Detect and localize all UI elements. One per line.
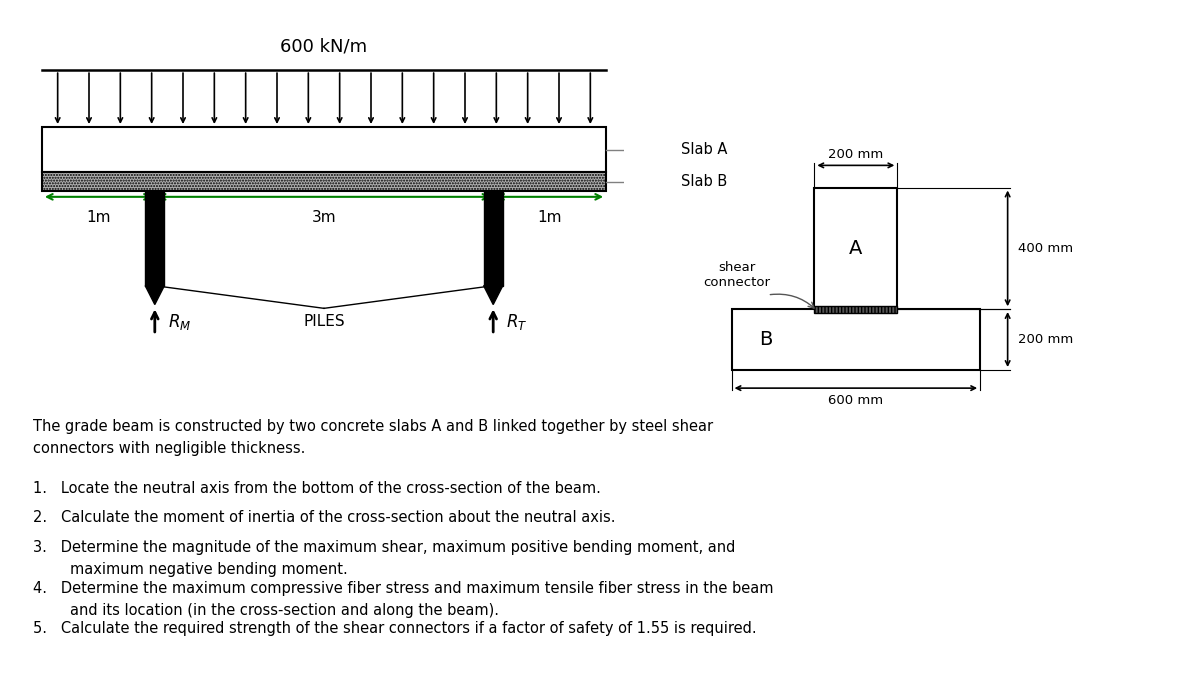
Bar (42, 127, 606, 172)
Text: shear
connector: shear connector (703, 261, 770, 289)
Text: B: B (760, 330, 773, 349)
Text: 400 mm: 400 mm (1018, 242, 1073, 255)
Bar (145, 191, 164, 286)
Text: 1.   Locate the neutral axis from the bottom of the cross-section of the beam.: 1. Locate the neutral axis from the bott… (34, 481, 601, 495)
Text: 600 mm: 600 mm (828, 394, 883, 407)
Text: The grade beam is constructed by two concrete slabs A and B linked together by s: The grade beam is constructed by two con… (34, 418, 713, 456)
Text: 200 mm: 200 mm (828, 148, 883, 161)
Bar (815, 188, 898, 309)
Text: 600 kN/m: 600 kN/m (281, 37, 367, 55)
Text: 1m: 1m (538, 210, 562, 225)
Bar (484, 191, 503, 286)
Text: 3.   Determine the magnitude of the maximum shear, maximum positive bending mome: 3. Determine the magnitude of the maximu… (34, 540, 736, 577)
Text: A: A (850, 239, 863, 258)
Text: $R_T$: $R_T$ (506, 312, 528, 331)
Text: PILES: PILES (304, 314, 344, 329)
Text: Slab A: Slab A (682, 142, 727, 157)
Bar (732, 309, 980, 370)
Text: 200 mm: 200 mm (1018, 333, 1073, 346)
Polygon shape (484, 286, 503, 304)
Bar (42, 172, 606, 191)
Text: $R_M$: $R_M$ (168, 312, 191, 331)
Text: 5.   Calculate the required strength of the shear connectors if a factor of safe: 5. Calculate the required strength of th… (34, 621, 757, 636)
Text: 2.   Calculate the moment of inertia of the cross-section about the neutral axis: 2. Calculate the moment of inertia of th… (34, 510, 616, 525)
Text: 3m: 3m (312, 210, 336, 225)
Text: 4.   Determine the maximum compressive fiber stress and maximum tensile fiber st: 4. Determine the maximum compressive fib… (34, 580, 774, 618)
Polygon shape (145, 286, 164, 304)
Text: 1m: 1m (86, 210, 110, 225)
Bar (815, 306, 898, 313)
Text: Slab B: Slab B (682, 174, 727, 189)
